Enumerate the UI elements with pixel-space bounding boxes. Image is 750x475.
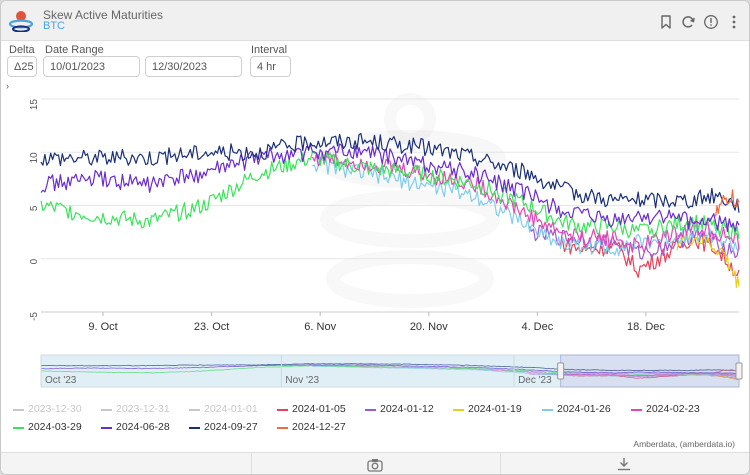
series-line-2024-01-05[interactable] [560, 233, 740, 278]
series-line-2024-02-23[interactable] [311, 151, 740, 253]
widget-header: Skew Active Maturities BTC [1, 1, 749, 41]
more-vertical-icon[interactable] [726, 14, 742, 30]
legend-swatch [13, 427, 24, 429]
y-tick-label: 5 [29, 205, 40, 211]
expander-chevron-icon[interactable]: › [6, 81, 9, 91]
navigator-label: Oct '23 [45, 375, 77, 386]
navigator-mask [41, 355, 561, 387]
delta-select[interactable]: Δ25 [7, 56, 37, 77]
widget-footer [1, 452, 749, 474]
navigator-series-2024-09-27 [40, 363, 740, 372]
camera-icon[interactable] [367, 458, 383, 472]
chart-credits: Amberdata, (amberdata.io) [633, 439, 735, 449]
navigator-label: Nov '23 [285, 375, 319, 386]
info-icon[interactable] [703, 14, 719, 30]
legend-label: 2024-01-26 [557, 403, 611, 415]
navigator[interactable]: Oct '23 Nov '23 Dec '23 [40, 354, 743, 388]
navigator-series-2024-12-27 [715, 369, 740, 373]
x-axis: 9. Oct 23. Oct 6. Nov 20. Nov 4. Dec 18. Dec [41, 311, 739, 333]
skew-chart: -5 0 5 10 15 9. Oct 23. Oct 6. Nov 20. Nov 4. De… [29, 93, 743, 388]
legend-label: 2023-12-30 [28, 403, 82, 415]
legend-swatch [277, 409, 288, 411]
series-line-2024-01-26[interactable] [312, 156, 740, 257]
refresh-icon[interactable] [680, 14, 696, 30]
delta-label: Delta [9, 44, 35, 56]
legend-label: 2024-03-29 [28, 421, 82, 433]
y-tick-label: 0 [29, 258, 40, 264]
legend-swatch [101, 409, 112, 411]
legend-label: 2023-12-31 [116, 403, 170, 415]
amberdata-logo-icon [8, 11, 34, 32]
y-tick-label: 15 [29, 99, 40, 111]
legend-swatch [189, 409, 200, 411]
navigator-handle[interactable] [735, 362, 743, 380]
chart-legend: 2023-12-30 2023-12-31 2024-01-01 2024-01-05… [13, 403, 743, 437]
x-tick-label: 4. Dec [521, 321, 553, 333]
legend-swatch [631, 409, 642, 411]
x-tick-label: 6. Nov [304, 321, 336, 333]
legend-swatch [189, 427, 200, 429]
legend-label: 2024-06-28 [116, 421, 170, 433]
x-tick-label: 23. Oct [194, 321, 229, 333]
navigator-series-2024-06-28 [41, 364, 739, 374]
date-start-input[interactable]: 10/01/2023 [43, 56, 140, 77]
legend-label: 2024-02-23 [646, 403, 700, 415]
navigator-series-2024-03-29 [40, 364, 739, 375]
legend-label: 2024-12-27 [292, 421, 346, 433]
legend-swatch [101, 427, 112, 429]
y-tick-label: 10 [29, 152, 40, 164]
widget-subtitle: BTC [43, 20, 65, 32]
legend-label: 2024-01-05 [292, 403, 346, 415]
navigator-handle[interactable] [557, 362, 565, 380]
legend-swatch [453, 409, 464, 411]
date-range-label: Date Range [45, 44, 104, 56]
download-icon[interactable] [617, 457, 631, 472]
x-tick-label: 18. Dec [627, 321, 665, 333]
series-line-2024-06-28[interactable] [40, 143, 740, 233]
legend-label: 2024-01-19 [468, 403, 522, 415]
widget-title: Skew Active Maturities [43, 8, 164, 22]
legend-swatch [277, 427, 288, 429]
legend-label: 2024-01-01 [204, 403, 258, 415]
legend-swatch [365, 409, 376, 411]
series-line-2024-03-29[interactable] [40, 151, 740, 239]
navigator-series-2024-01-19 [676, 374, 740, 381]
x-tick-label: 9. Oct [88, 321, 117, 333]
controls-bar: Delta Δ25 Date Range 10/01/2023 12/30/20… [1, 41, 749, 81]
bookmark-icon[interactable] [658, 14, 674, 30]
legend-swatch [542, 409, 553, 411]
legend-label: 2024-09-27 [204, 421, 258, 433]
navigator-label: Dec '23 [518, 375, 552, 386]
chart-series [40, 132, 740, 289]
series-line-2024-12-27[interactable] [715, 189, 740, 217]
y-tick-label: -5 [29, 312, 40, 321]
x-tick-label: 20. Nov [410, 321, 448, 333]
legend-label: 2024-01-12 [380, 403, 434, 415]
y-axis: -5 0 5 10 15 [29, 99, 40, 321]
series-line-2024-09-27[interactable] [40, 132, 740, 213]
navigator-selection[interactable] [560, 354, 740, 388]
interval-label: Interval [251, 44, 288, 56]
legend-swatch [13, 409, 24, 411]
interval-select[interactable]: 4 hr [250, 56, 291, 77]
date-end-input[interactable]: 12/30/2023 [145, 56, 242, 77]
